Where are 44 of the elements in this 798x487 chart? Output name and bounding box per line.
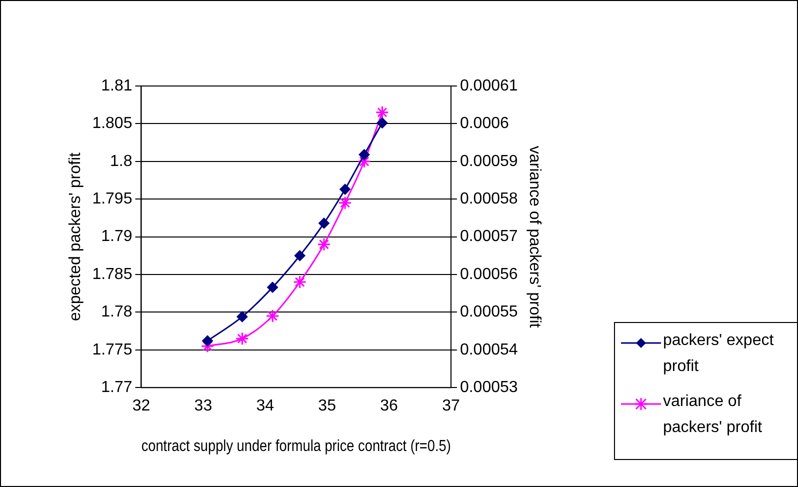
y-tick-label: 1.79: [101, 228, 132, 246]
x-tick-label: 35: [318, 398, 336, 415]
point: [202, 335, 214, 346]
y2-tick-label: 0.00061: [460, 77, 518, 94]
point: [266, 309, 280, 323]
y-tick-label: 1.805: [92, 115, 132, 132]
y2-tick-label: 0.0006: [460, 115, 510, 132]
y2-tick-label: 0.00059: [460, 152, 518, 170]
y-tick-label: 1.81: [101, 77, 132, 94]
point: [375, 106, 389, 120]
x-tick-label: 37: [442, 398, 460, 415]
point: [267, 282, 278, 293]
y-tick-label: 1.8: [110, 152, 132, 170]
x-axis-title: contract supply under formula price contract (r=0.5): [141, 438, 451, 456]
x-tick-label: 34: [256, 398, 274, 415]
point: [318, 218, 330, 229]
y2-tick-label: 0.00056: [460, 266, 518, 283]
y2-tick-label: 0.00054: [460, 341, 518, 358]
y2-tick-label: 0.00055: [460, 304, 518, 321]
y-tick-label: 1.795: [92, 190, 132, 208]
point: [338, 196, 352, 210]
point: [236, 311, 248, 322]
y-tick-label: 1.77: [101, 379, 132, 396]
point: [293, 275, 307, 289]
legend-label: packers' expect profit: [663, 331, 775, 377]
point: [357, 154, 371, 168]
y-axis-title: expected packers' profit: [67, 152, 84, 322]
y-tick-label: 1.785: [92, 266, 132, 283]
y2-tick-label: 0.00058: [460, 190, 518, 208]
y2-tick-label: 0.00057: [460, 228, 518, 246]
y-tick-label: 1.78: [101, 304, 132, 321]
y-tick-label: 1.775: [92, 341, 132, 358]
point: [376, 117, 388, 128]
y2-tick-label: 0.00053: [460, 379, 518, 396]
x-tick-label: 36: [380, 398, 398, 415]
legend-label: variance of packers' profit: [663, 392, 764, 438]
y2-axis-title: variance of packers' profit: [526, 146, 543, 328]
point: [294, 250, 306, 262]
x-tick-label: 32: [132, 398, 150, 415]
point: [235, 332, 249, 346]
point: [317, 238, 331, 252]
x-tick-label: 33: [194, 398, 212, 415]
point: [358, 149, 370, 160]
point: [340, 184, 351, 195]
